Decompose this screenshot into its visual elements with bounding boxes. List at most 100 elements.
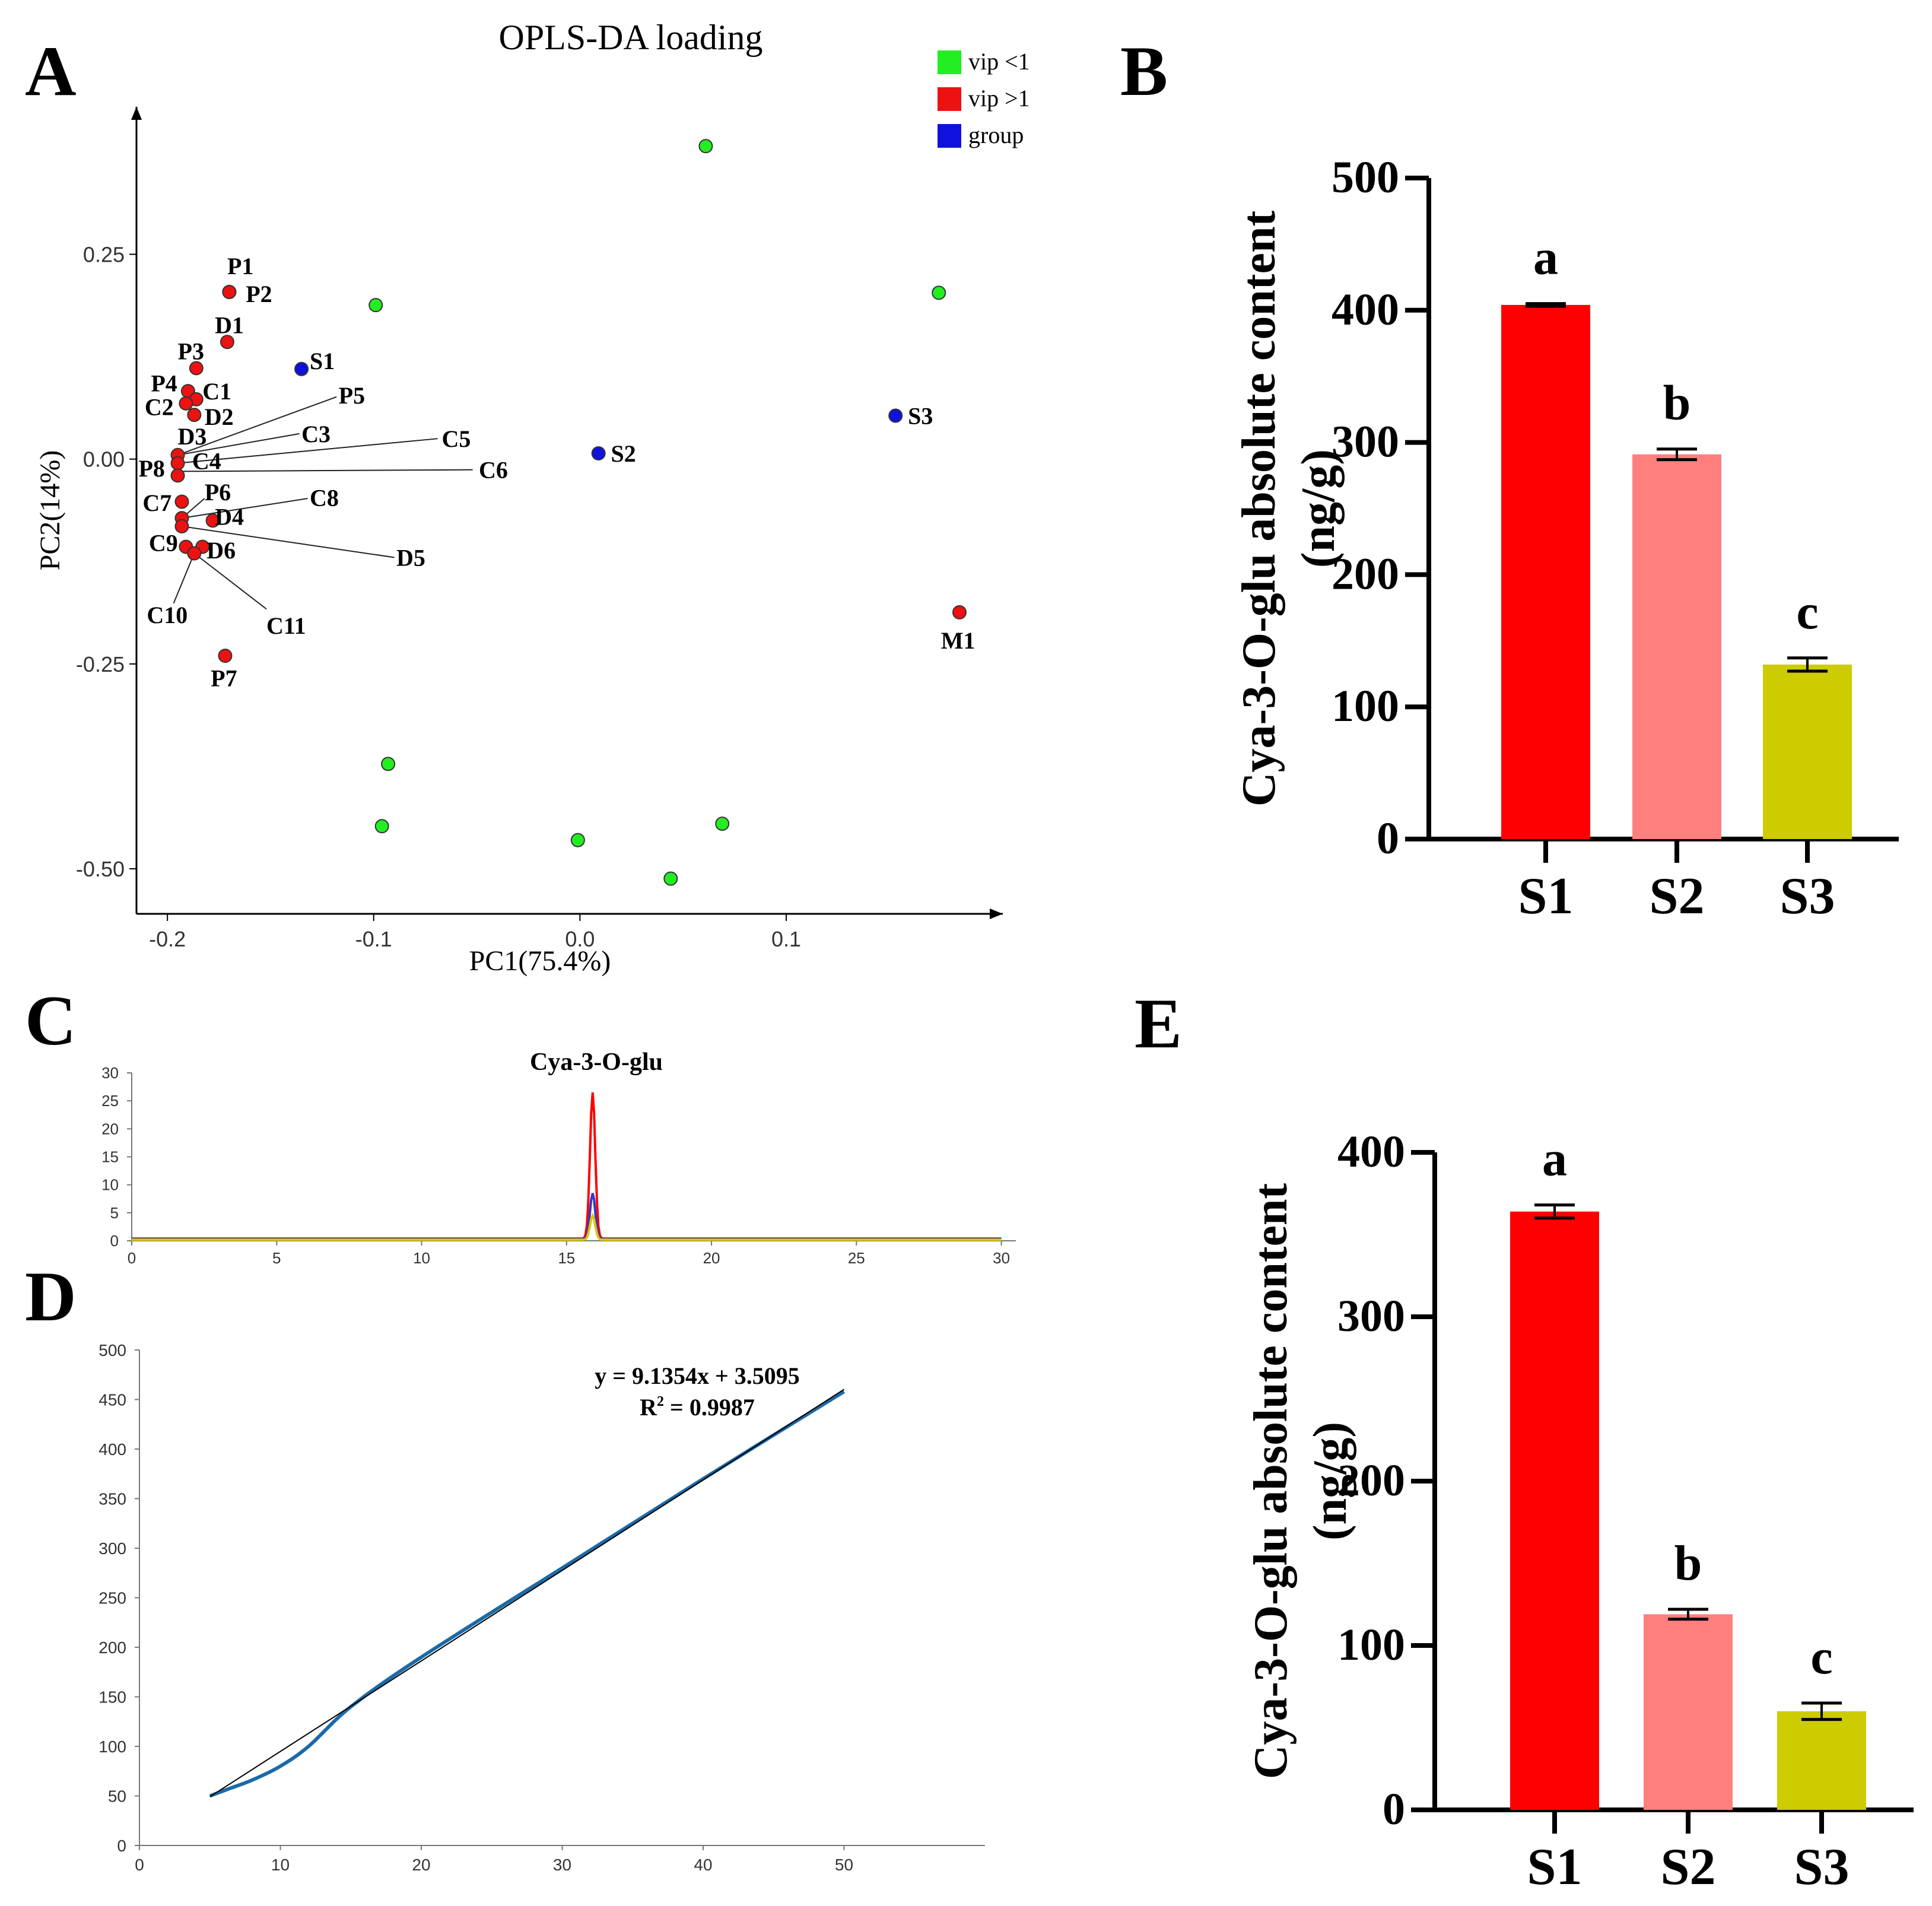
x-axis-arrow — [990, 908, 1003, 919]
data-point — [170, 456, 185, 471]
point-label: P7 — [211, 665, 237, 691]
y-tick-label: -0.25 — [76, 652, 125, 676]
x-tick-label: 0 — [135, 1856, 144, 1874]
x-tick-label: 10 — [413, 1249, 430, 1267]
legend-label: group — [968, 122, 1024, 148]
data-point — [187, 408, 202, 423]
bar-s3 — [1763, 664, 1852, 839]
y-tick-label: -0.50 — [76, 857, 125, 881]
significance-letter: b — [1674, 1536, 1702, 1591]
data-point — [715, 817, 730, 831]
point-label: D4 — [215, 503, 244, 530]
data-point — [174, 494, 189, 509]
chromatogram-chart: 0 5 10 15 20 25 30 0 5 10 15 20 25 30 Cya-3-O-glu — [101, 1049, 1016, 1267]
x-tick-label: 40 — [694, 1856, 712, 1874]
point-label: D1 — [215, 312, 244, 338]
leader-line — [177, 396, 337, 456]
data-point — [381, 757, 396, 771]
y-tick-label: 100 — [1337, 1620, 1405, 1670]
data-point — [888, 408, 903, 423]
bar-s2 — [1632, 454, 1721, 839]
peak-label: Cya-3-O-glu — [530, 1049, 663, 1076]
x-tick-label: -0.1 — [355, 927, 392, 951]
point-label: D5 — [396, 544, 425, 571]
r-squared-symbol: R — [640, 1394, 657, 1421]
y-tick-label: 25 — [101, 1092, 119, 1110]
y-tick-label: 20 — [101, 1120, 119, 1138]
data-point — [205, 513, 220, 528]
significance-letter: c — [1810, 1629, 1832, 1685]
data-point — [174, 519, 189, 533]
data-point — [570, 833, 585, 847]
y-tick-label: 15 — [101, 1148, 119, 1166]
point-label: P8 — [138, 455, 164, 482]
chromatogram-trace-s1 — [132, 1092, 1002, 1240]
y-axis-arrow — [131, 107, 142, 120]
data-point — [932, 285, 946, 300]
data-point — [591, 446, 606, 461]
x-tick-label: 5 — [272, 1249, 281, 1267]
point-label: P2 — [246, 281, 272, 307]
point-label: C6 — [479, 457, 508, 484]
y-axis-label: Cya-3-O-glu absolute content — [1233, 210, 1285, 806]
point-label: P4 — [151, 370, 177, 396]
y-tick-label: 400 — [1337, 1127, 1405, 1177]
y-tick-label: 500 — [1332, 153, 1399, 202]
x-tick-label: -0.2 — [149, 927, 186, 951]
data-point — [187, 546, 202, 561]
x-tick-label: S1 — [1518, 868, 1574, 925]
data-point — [952, 605, 967, 620]
bar-s2 — [1644, 1614, 1733, 1810]
data-point — [374, 819, 389, 834]
leader-line — [182, 525, 395, 558]
point-label: C9 — [149, 530, 178, 557]
opls-da-loading-plot: OPLS-DA loading -0.2 -0.1 0.0 0.1 0.25 0.00 -0.… — [34, 18, 1030, 977]
x-tick-label: 0.0 — [565, 927, 595, 951]
point-label: C2 — [145, 393, 174, 420]
point-label: D3 — [178, 423, 207, 450]
x-tick-label: 25 — [848, 1249, 865, 1267]
x-tick-label: S3 — [1794, 1838, 1850, 1896]
y-tick-label: 0 — [1383, 1784, 1405, 1834]
data-point — [218, 649, 233, 663]
bar-s1 — [1510, 1211, 1599, 1810]
data-point — [220, 335, 234, 350]
r-squared-label: R2 = 0.9987 — [640, 1394, 755, 1421]
data-point — [294, 361, 309, 376]
chromatogram-trace-s3 — [132, 1212, 1002, 1241]
x-tick-label: 20 — [703, 1249, 720, 1267]
point-label: P3 — [178, 338, 204, 364]
y-tick-label: 10 — [101, 1176, 119, 1194]
x-tick-label: 20 — [412, 1856, 430, 1874]
x-tick-label: 30 — [553, 1856, 571, 1874]
x-tick-label: 0.1 — [771, 927, 801, 951]
chromatogram-trace-s2 — [132, 1193, 1002, 1241]
data-point — [663, 871, 678, 886]
r-squared-value: = 0.9987 — [664, 1394, 755, 1421]
bar-s3 — [1777, 1711, 1866, 1810]
point-label: C3 — [301, 421, 331, 447]
point-label: C1 — [202, 378, 231, 405]
y-tick-label: 400 — [1332, 285, 1399, 335]
point-label: P1 — [227, 253, 253, 279]
x-tick-label: S3 — [1780, 868, 1835, 925]
point-label: C10 — [147, 602, 188, 628]
y-tick-label: 300 — [98, 1539, 126, 1558]
x-tick-label: 0 — [128, 1249, 136, 1267]
panel-label-b: B — [1120, 31, 1168, 110]
legend-label: vip <1 — [968, 48, 1030, 75]
x-tick-label: 30 — [993, 1249, 1010, 1267]
point-label: C5 — [441, 425, 471, 452]
bar-chart-b: 0 100 200 300 400 500 S1 a S2 b S3 c Cya-3-O-glu abs… — [1233, 153, 1899, 925]
y-tick-label: 0.25 — [83, 243, 125, 267]
y-axis-unit-label: (ng/g) — [1292, 449, 1345, 568]
x-tick-label: S1 — [1527, 1838, 1583, 1896]
chart-title: OPLS-DA loading — [498, 18, 762, 57]
point-label: P5 — [339, 382, 365, 409]
point-label: C4 — [192, 447, 221, 474]
leader-line — [182, 497, 308, 519]
y-axis-label: Cya-3-O-glu absolute content — [1245, 1183, 1297, 1779]
point-label: P6 — [205, 479, 231, 506]
leader-line — [177, 469, 473, 472]
point-label: S1 — [310, 348, 335, 374]
